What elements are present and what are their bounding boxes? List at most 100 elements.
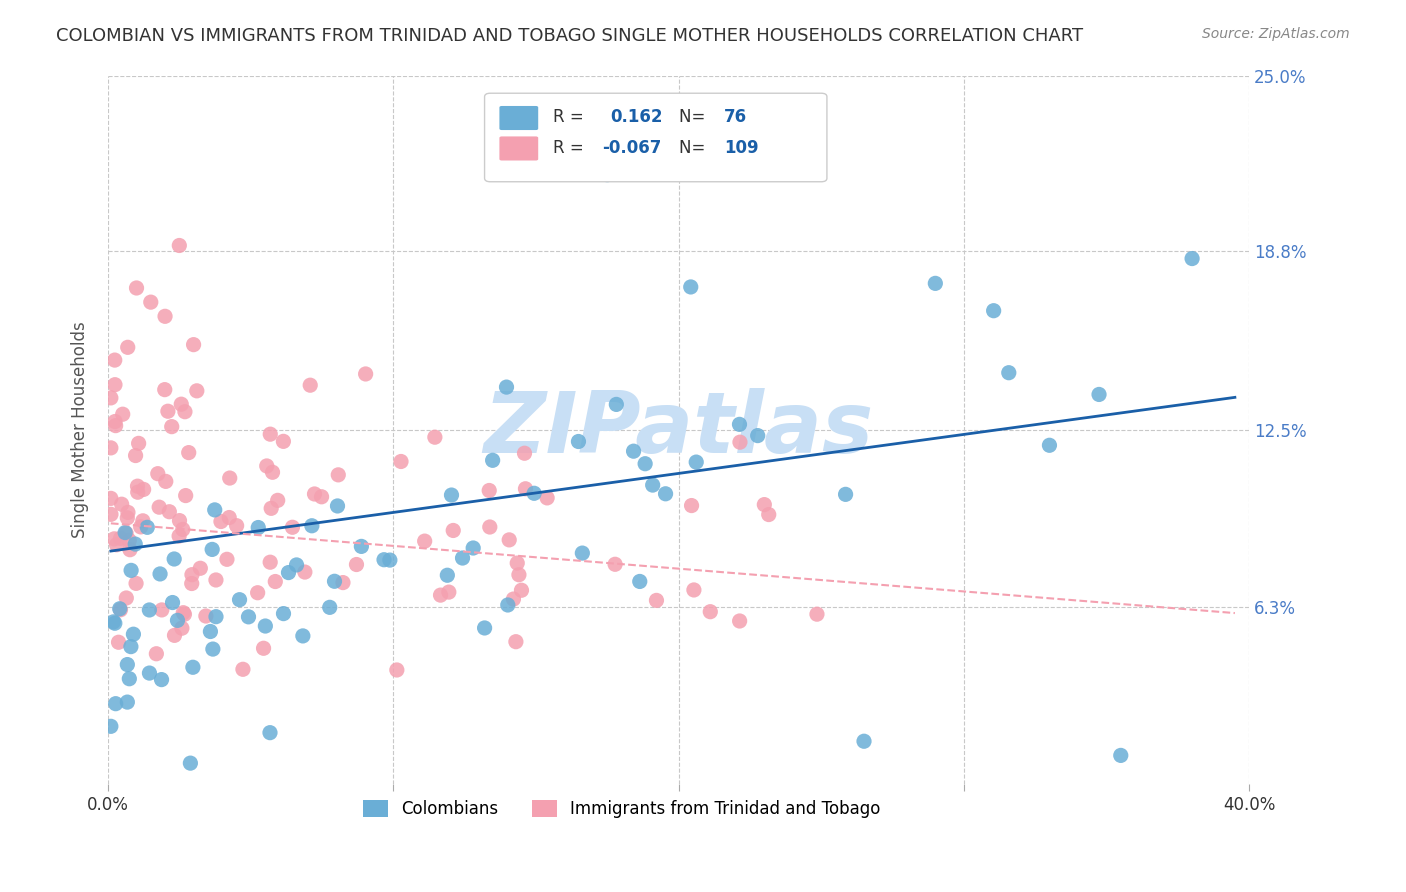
- Point: [150, 603, 173, 617]
- Point: [350, 540, 373, 554]
- Point: [346, 558, 368, 572]
- Point: [129, 520, 152, 534]
- Point: [354, 367, 377, 381]
- Point: [118, 672, 141, 686]
- Point: [423, 430, 446, 444]
- Point: [481, 453, 503, 467]
- Point: [167, 529, 190, 543]
- Point: [413, 534, 436, 549]
- Point: [834, 487, 856, 501]
- Point: [332, 575, 354, 590]
- Point: [304, 487, 326, 501]
- Point: [105, 538, 128, 552]
- Point: [429, 588, 451, 602]
- Point: [172, 523, 194, 537]
- Point: [100, 391, 122, 405]
- Point: [127, 479, 149, 493]
- Point: [124, 449, 146, 463]
- Point: [523, 486, 546, 500]
- Point: [451, 551, 474, 566]
- Point: [281, 520, 304, 534]
- Point: [118, 533, 141, 548]
- Point: [111, 407, 134, 421]
- Point: [120, 563, 142, 577]
- FancyBboxPatch shape: [485, 94, 827, 182]
- Point: [104, 377, 127, 392]
- Point: [291, 629, 314, 643]
- Point: [174, 489, 197, 503]
- Point: [301, 518, 323, 533]
- Point: [259, 427, 281, 442]
- Point: [100, 491, 122, 506]
- Point: [495, 380, 517, 394]
- Point: [505, 634, 527, 648]
- Text: 76: 76: [724, 108, 748, 126]
- Point: [145, 647, 167, 661]
- Point: [188, 561, 211, 575]
- Point: [136, 520, 159, 534]
- Point: [138, 666, 160, 681]
- Point: [115, 591, 138, 605]
- Point: [596, 168, 619, 182]
- Point: [169, 514, 191, 528]
- Point: [256, 458, 278, 473]
- Text: R =: R =: [553, 139, 589, 158]
- FancyBboxPatch shape: [499, 136, 538, 161]
- Point: [299, 378, 322, 392]
- Point: [498, 533, 520, 547]
- Point: [924, 277, 946, 291]
- Point: [252, 641, 274, 656]
- Point: [163, 552, 186, 566]
- Point: [170, 397, 193, 411]
- Point: [120, 640, 142, 654]
- Point: [205, 573, 228, 587]
- Text: COLOMBIAN VS IMMIGRANTS FROM TRINIDAD AND TOBAGO SINGLE MOTHER HOUSEHOLDS CORREL: COLOMBIAN VS IMMIGRANTS FROM TRINIDAD AN…: [56, 27, 1084, 45]
- Point: [628, 574, 651, 589]
- Point: [104, 616, 127, 631]
- Point: [259, 725, 281, 739]
- Point: [156, 404, 179, 418]
- Point: [754, 498, 776, 512]
- Point: [728, 435, 751, 450]
- Text: R =: R =: [553, 108, 589, 126]
- Point: [177, 445, 200, 459]
- Point: [215, 552, 238, 566]
- Point: [273, 607, 295, 621]
- Point: [118, 542, 141, 557]
- Text: -0.067: -0.067: [602, 139, 661, 158]
- Point: [728, 417, 751, 432]
- Point: [205, 609, 228, 624]
- Point: [111, 497, 134, 511]
- Point: [166, 613, 188, 627]
- Point: [218, 471, 240, 485]
- Point: [107, 635, 129, 649]
- Point: [194, 609, 217, 624]
- Point: [634, 457, 657, 471]
- Point: [247, 520, 270, 534]
- Point: [311, 490, 333, 504]
- Point: [328, 467, 350, 482]
- Point: [108, 601, 131, 615]
- Point: [758, 508, 780, 522]
- Point: [683, 582, 706, 597]
- Point: [685, 455, 707, 469]
- Point: [623, 444, 645, 458]
- Point: [806, 607, 828, 622]
- Point: [170, 621, 193, 635]
- Text: Source: ZipAtlas.com: Source: ZipAtlas.com: [1202, 27, 1350, 41]
- Text: ZIPatlas: ZIPatlas: [484, 388, 873, 471]
- Point: [110, 531, 132, 545]
- Point: [513, 446, 536, 460]
- Point: [571, 546, 593, 560]
- Point: [100, 719, 122, 733]
- Text: N=: N=: [679, 108, 710, 126]
- Point: [228, 592, 250, 607]
- Point: [1088, 387, 1111, 401]
- Point: [153, 383, 176, 397]
- Point: [225, 518, 247, 533]
- Point: [104, 697, 127, 711]
- Point: [536, 491, 558, 505]
- Point: [139, 295, 162, 310]
- Point: [567, 434, 589, 449]
- Point: [1181, 252, 1204, 266]
